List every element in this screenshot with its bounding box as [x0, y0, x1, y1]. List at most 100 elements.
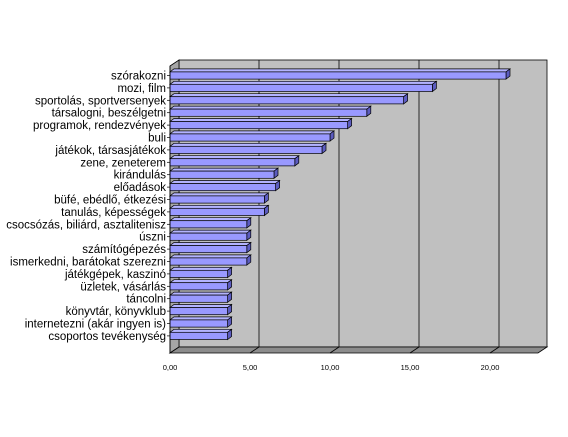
- bar-top-face: [168, 80, 438, 85]
- bar-front-face: [169, 257, 248, 266]
- bar-top-face: [168, 142, 328, 147]
- bar-top-face: [168, 254, 252, 259]
- bar: [168, 316, 233, 328]
- category-label: mozi, film: [117, 83, 166, 95]
- bar-front-face: [169, 108, 368, 117]
- bar: [168, 266, 233, 279]
- bar: [168, 117, 353, 130]
- bar-front-face: [169, 245, 248, 254]
- category-label: csoportos tevékenység: [48, 331, 166, 343]
- bar: [168, 92, 409, 105]
- category-label: csocsózás, biliárd, asztalitenisz: [6, 219, 166, 231]
- category-label: internetezni (akár ingyen is): [25, 319, 166, 331]
- bar-front-face: [169, 319, 228, 328]
- bar-front-face: [169, 195, 265, 204]
- bar: [168, 68, 512, 80]
- bar-top-face: [168, 316, 233, 321]
- bar: [168, 303, 233, 316]
- bar-top-face: [168, 291, 233, 296]
- category-label: üzletek, vásárlás: [80, 281, 166, 293]
- bar-front-face: [169, 307, 228, 316]
- bar-top-face: [168, 167, 280, 172]
- bar: [168, 192, 270, 204]
- bar-front-face: [169, 282, 228, 291]
- floor-gridline: [489, 346, 500, 354]
- category-label: számítógépezés: [82, 244, 166, 256]
- bar-top-face: [168, 118, 353, 122]
- bar-front-face: [169, 220, 248, 229]
- bar-top-face: [168, 192, 270, 197]
- bar: [168, 279, 233, 291]
- bar-front-face: [169, 331, 228, 340]
- bar-top-face: [168, 68, 512, 73]
- bar-front-face: [169, 170, 275, 179]
- bar: [168, 179, 281, 192]
- category-label: kirándulás: [114, 170, 167, 182]
- bar-top-face: [168, 242, 252, 246]
- floor-gridline: [329, 346, 340, 354]
- category-label: játékgépek, kaszinó: [64, 269, 166, 281]
- bar: [168, 167, 280, 180]
- bar-top-face: [168, 279, 233, 284]
- category-label: úszni: [139, 232, 166, 244]
- bar-top-face: [168, 180, 281, 184]
- bar-top-face: [168, 130, 336, 135]
- category-label: ismerkedni, barátokat szerezni: [10, 257, 166, 269]
- bar: [168, 254, 252, 266]
- bar-front-face: [169, 207, 265, 216]
- bar-front-face: [169, 294, 228, 303]
- x-tick-labels: 0,00 5,00 10,00 15,00 20,00: [163, 363, 500, 372]
- bar-front-face: [169, 269, 228, 278]
- bar-front-face: [169, 96, 404, 105]
- bar-front-face: [169, 71, 507, 80]
- category-label: buli: [148, 133, 166, 145]
- bar-top-face: [168, 266, 233, 271]
- bar: [168, 204, 270, 217]
- category-label: társalogni, beszélgetni: [52, 108, 166, 120]
- bar-top-face: [168, 93, 409, 98]
- category-label: szórakozni: [111, 71, 166, 83]
- plot-floor: [168, 346, 549, 354]
- bar: [168, 80, 438, 93]
- bar: [168, 216, 252, 229]
- bar-front-face: [169, 158, 296, 167]
- bar-top-face: [168, 155, 300, 160]
- bar: [168, 241, 252, 254]
- bar-top-face: [168, 229, 252, 234]
- floor-gridline: [249, 346, 260, 354]
- category-label: előadások: [114, 182, 167, 194]
- x-tick-label: 5,00: [243, 363, 258, 372]
- floor-gridline: [409, 346, 420, 354]
- bar-front-face: [169, 145, 323, 154]
- bars: [168, 68, 512, 341]
- category-label: táncolni: [126, 294, 166, 306]
- bar-top-face: [168, 105, 372, 110]
- bar-front-face: [169, 183, 276, 192]
- bar-top-face: [168, 217, 252, 222]
- category-label: programok, rendezvények: [33, 120, 166, 132]
- bar-front-face: [169, 121, 348, 130]
- bar-front-face: [169, 133, 331, 142]
- category-label: könyvtár, könyvklub: [66, 306, 166, 318]
- bar-top-face: [168, 328, 233, 333]
- bar-front-face: [169, 232, 248, 241]
- bar-top-face: [168, 304, 233, 308]
- bar: [168, 154, 300, 167]
- category-label: tanulás, képességek: [61, 207, 166, 219]
- category-label: büfé, ebédlő, étkezési: [54, 195, 166, 207]
- category-label: játékok, társasjátékok: [54, 145, 166, 157]
- bar: [168, 142, 328, 155]
- x-tick-label: 15,00: [401, 363, 420, 372]
- bar: [168, 291, 233, 303]
- x-tick-label: 20,00: [481, 363, 500, 372]
- bar: [168, 229, 252, 242]
- bar-top-face: [168, 204, 270, 209]
- bar: [168, 130, 336, 142]
- bar: [168, 105, 372, 118]
- bar-front-face: [169, 83, 433, 92]
- x-tick-label: 10,00: [321, 363, 340, 372]
- x-tick-label: 0,00: [163, 363, 178, 372]
